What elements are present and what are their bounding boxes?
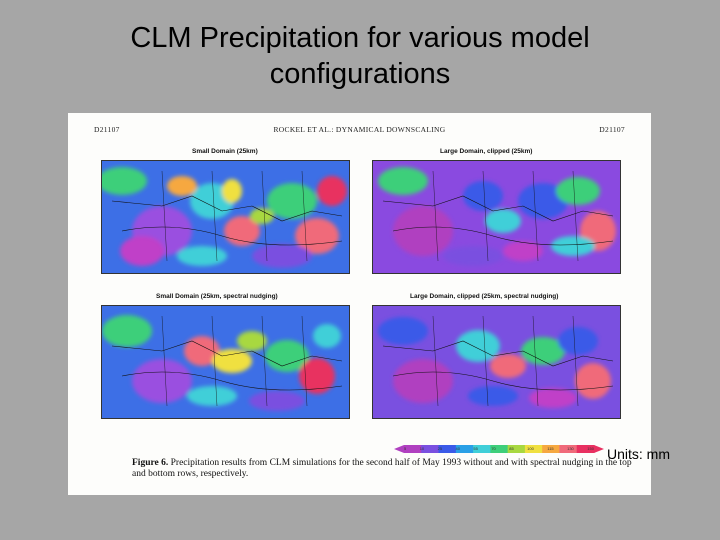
colorbar-end-low: [394, 445, 404, 453]
colorbar-segment: [576, 445, 595, 453]
colorbar-labels: 5 10 25 40 55 70 85 100 115 130 150: [404, 446, 594, 451]
colorbar-segment: [421, 445, 440, 453]
colorbar-tick-label: 70: [491, 446, 496, 451]
colorbar-segment: [490, 445, 509, 453]
colorbar-tick-label: 40: [455, 446, 460, 451]
colorbar-tick-label: 5: [404, 446, 407, 451]
colorbar-segment: [438, 445, 457, 453]
units-label: Units: mm: [607, 446, 670, 462]
colorbar-segment: [542, 445, 560, 453]
figure-header-right: D21107: [599, 125, 625, 134]
panel-title-large-domain-clipped-nudging: Large Domain, clipped (25km, spectral nu…: [410, 293, 559, 300]
precip-map-2: [373, 161, 620, 273]
figure-header-center: ROCKEL ET AL.: DYNAMICAL DOWNSCALING: [273, 125, 446, 134]
precip-map-1: [102, 161, 349, 273]
panel-title-small-domain: Small Domain (25km): [192, 148, 258, 155]
precip-map-3: [102, 306, 349, 418]
colorbar-segment: [404, 445, 422, 453]
colorbar-segment: [455, 445, 474, 453]
colorbar-segment: [524, 445, 543, 453]
colorbar-tick-label: 55: [473, 446, 478, 451]
colorbar: [394, 440, 604, 458]
colorbar-tick-label: 85: [509, 446, 514, 451]
colorbar-tick-label: 150: [587, 446, 594, 451]
slide-title-line2: configurations: [269, 58, 451, 90]
figure-image: D21107 ROCKEL ET AL.: DYNAMICAL DOWNSCAL…: [68, 113, 651, 495]
colorbar-tick-label: 10: [419, 446, 425, 451]
colorbar-segment: [507, 445, 526, 453]
panel-title-small-domain-nudging: Small Domain (25km, spectral nudging): [156, 293, 278, 300]
precip-map-panel-4: [372, 305, 621, 419]
precip-map-panel-1: [101, 160, 350, 274]
colorbar-tick-label: 115: [547, 446, 554, 451]
slide-title-line1: CLM Precipitation for various model: [130, 22, 590, 54]
colorbar-end-high: [594, 445, 604, 453]
precip-map-4: [373, 306, 620, 418]
figure-caption: Figure 6. Precipitation results from CLM…: [132, 458, 632, 480]
colorbar-segment: [473, 445, 491, 453]
panel-title-large-domain-clipped: Large Domain, clipped (25km): [440, 148, 533, 155]
precip-map-panel-3: [101, 305, 350, 419]
slide-title: CLM Precipitation for various model conf…: [0, 20, 720, 92]
colorbar-tick-label: 25: [437, 446, 443, 451]
colorbar-tick-label: 100: [527, 446, 534, 451]
colorbar-segment: [559, 445, 578, 453]
precip-map-panel-2: [372, 160, 621, 274]
colorbar-scale: [394, 445, 604, 453]
caption-text: Precipitation results from CLM simulatio…: [132, 458, 632, 479]
colorbar-tick-label: 130: [567, 446, 574, 451]
caption-label: Figure 6.: [132, 458, 169, 468]
figure-header-left: D21107: [94, 125, 120, 134]
